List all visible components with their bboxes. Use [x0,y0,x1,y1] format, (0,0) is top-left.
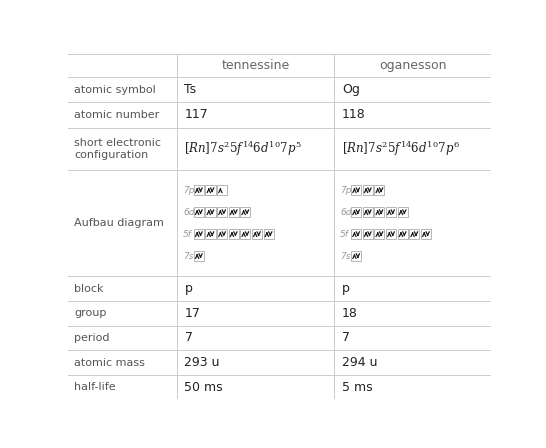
Bar [363,185,373,195]
Text: 7s: 7s [183,252,193,261]
Bar [205,185,216,195]
Text: 7p: 7p [183,186,194,195]
Bar [351,229,361,239]
Bar [240,207,251,217]
Bar [386,229,396,239]
Bar [363,207,373,217]
Bar [421,229,431,239]
Bar [217,229,227,239]
Text: 5 ms: 5 ms [342,381,372,394]
Text: oganesson: oganesson [379,59,447,72]
Bar [217,185,227,195]
Bar [194,185,204,195]
Text: block: block [74,284,104,293]
Bar [205,229,216,239]
Text: p: p [185,282,192,295]
Text: $[Rn]7s^{2}5f^{14}6d^{10}7p^{5}$: $[Rn]7s^{2}5f^{14}6d^{10}7p^{5}$ [185,139,302,158]
Text: 18: 18 [342,307,358,320]
Text: 7s: 7s [340,252,351,261]
Text: 294 u: 294 u [342,356,377,369]
Text: 17: 17 [185,307,200,320]
Text: $[Rn]7s^{2}5f^{14}6d^{10}7p^{6}$: $[Rn]7s^{2}5f^{14}6d^{10}7p^{6}$ [342,139,460,158]
Text: half-life: half-life [74,382,116,392]
Text: 7: 7 [342,332,350,345]
Text: group: group [74,308,107,318]
Bar [351,207,361,217]
Bar [410,229,419,239]
Text: Aufbau diagram: Aufbau diagram [74,218,164,228]
Text: 7p: 7p [340,186,352,195]
Bar [375,185,384,195]
Bar [240,229,251,239]
Text: 7: 7 [185,332,193,345]
Text: atomic symbol: atomic symbol [74,85,156,95]
Bar [363,229,373,239]
Bar [217,207,227,217]
Bar [252,229,262,239]
Text: 5f: 5f [183,230,192,239]
Text: 6d: 6d [340,208,352,217]
Text: p: p [342,282,349,295]
Text: 117: 117 [185,108,208,121]
Bar [264,229,274,239]
Text: Ts: Ts [185,83,197,96]
Text: Og: Og [342,83,360,96]
Text: atomic number: atomic number [74,110,159,120]
Text: tennessine: tennessine [221,59,289,72]
Text: 5f: 5f [340,230,349,239]
Text: 6d: 6d [183,208,194,217]
Bar [194,207,204,217]
Bar [194,229,204,239]
Bar [351,185,361,195]
Text: 118: 118 [342,108,366,121]
Bar [205,207,216,217]
Bar [386,207,396,217]
Bar [397,229,408,239]
Bar [194,251,204,261]
Bar [229,207,239,217]
Bar [375,229,384,239]
Bar [229,229,239,239]
Text: short electronic
configuration: short electronic configuration [74,138,162,159]
Text: period: period [74,333,110,343]
Text: 293 u: 293 u [185,356,220,369]
Text: 50 ms: 50 ms [185,381,223,394]
Text: atomic mass: atomic mass [74,358,145,367]
Bar [375,207,384,217]
Bar [397,207,408,217]
Bar [351,251,361,261]
